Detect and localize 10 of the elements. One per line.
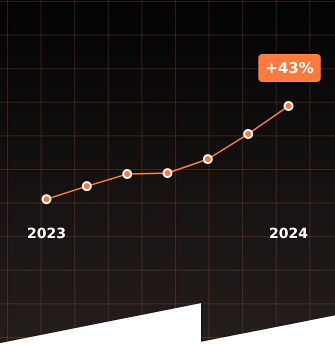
annotation: +43% bbox=[265, 58, 314, 77]
point bbox=[202, 154, 213, 164]
x-tick-label: 2023 bbox=[27, 226, 66, 242]
point bbox=[82, 181, 92, 192]
point bbox=[41, 194, 52, 204]
point bbox=[162, 168, 172, 178]
point bbox=[243, 128, 254, 139]
point bbox=[122, 169, 132, 180]
x-tick-label: 2024 bbox=[269, 226, 308, 242]
point bbox=[284, 101, 294, 111]
